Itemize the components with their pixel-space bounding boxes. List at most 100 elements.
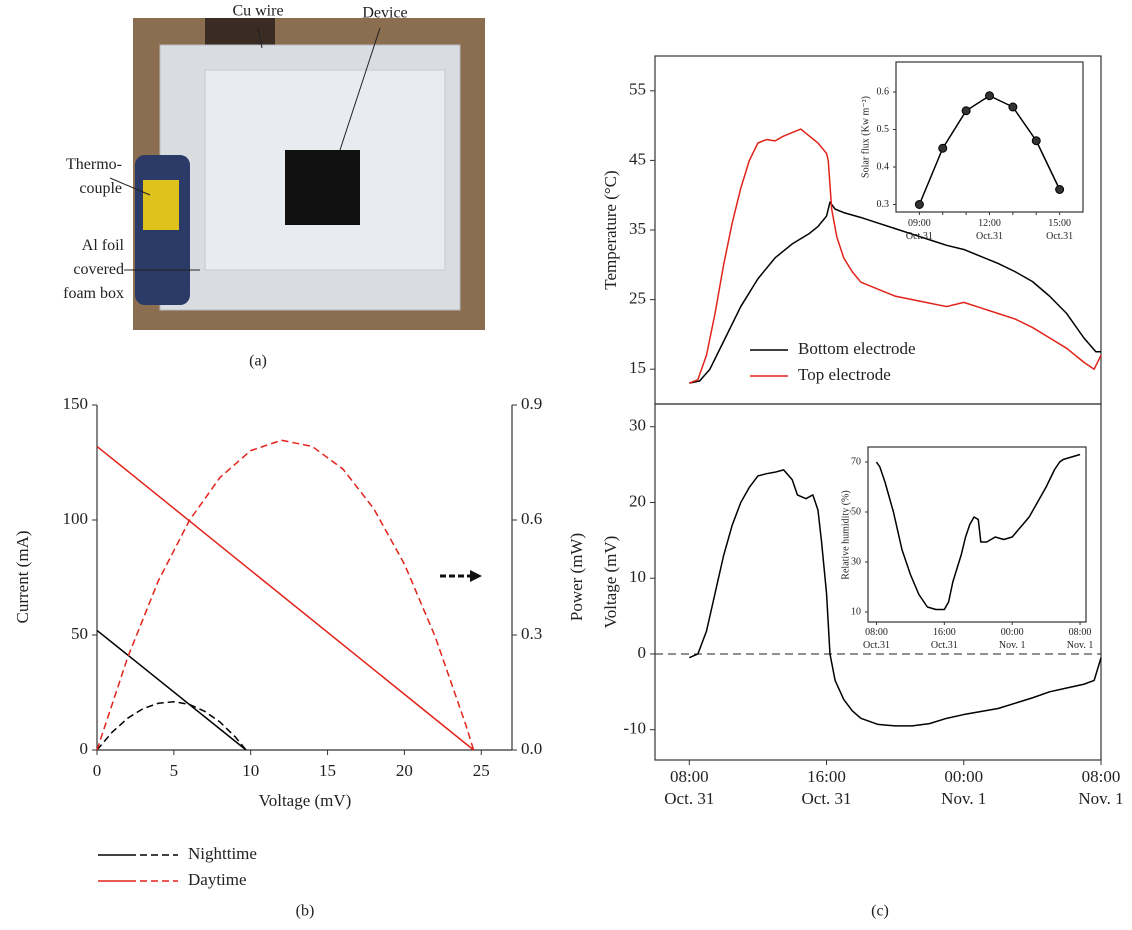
- y-tick-label: 50: [851, 506, 861, 517]
- inset-background: [868, 447, 1086, 622]
- x-tick-label-line: 15:00: [1048, 218, 1071, 229]
- label: Thermo-couple: [66, 156, 122, 197]
- y-tick-label: 10: [629, 567, 646, 586]
- x-tick-label: 08:00 Oct. 31: [664, 767, 714, 808]
- x-tick-label: 16:00 Oct.31: [931, 627, 958, 651]
- x-tick-label: 08:00 Nov. 1: [1067, 627, 1094, 651]
- y-tick-label: 0.3: [877, 199, 890, 210]
- y-tick-label: 0.5: [877, 124, 890, 135]
- marker: [1008, 102, 1018, 112]
- series-line: [96, 700, 247, 751]
- caption: (b): [296, 903, 315, 920]
- series-line: [96, 439, 475, 751]
- label-line: covered: [73, 261, 124, 278]
- x-tick-label-line: 00:00: [1001, 627, 1024, 638]
- series-line: [689, 201, 1101, 384]
- x-tick-label: 12:00 Oct.31: [976, 218, 1003, 242]
- y-tick-label: 50: [71, 624, 88, 643]
- label: Cu wire: [232, 3, 283, 20]
- label-line: Thermo-: [66, 156, 122, 173]
- chart: 15 25 35 45 55 Temperature (°C) Bottom electro…: [601, 55, 1102, 405]
- x-tick-label: 16:00 Oct. 31: [802, 767, 852, 808]
- y-tick-label: 0.3: [521, 624, 542, 643]
- y-tick-label: 0.9: [521, 394, 542, 413]
- device: [285, 150, 360, 225]
- x-axis-label: Voltage (mV): [259, 791, 352, 810]
- label-line: Al foil: [82, 237, 125, 254]
- legend-label: Top electrode: [798, 365, 891, 384]
- y-tick-label: 70: [851, 456, 861, 467]
- x-tick-label-line: Nov. 1: [1067, 640, 1094, 651]
- y-tick-label: 0.6: [521, 509, 542, 528]
- legend-label: Nighttime: [188, 844, 257, 863]
- x-tick-label-line: 00:00: [944, 767, 983, 786]
- y-tick-label: 30: [851, 556, 861, 567]
- leader: [257, 27, 263, 49]
- y-axis-label: Solar flux (Kw m⁻²): [860, 96, 871, 178]
- plot-frame: [654, 403, 1102, 761]
- x-tick-label-line: Oct.31: [976, 231, 1003, 242]
- marker: [914, 200, 924, 209]
- x-tick-label-line: 08:00: [1069, 627, 1092, 638]
- chart: -10 0 10 20 30 08:00 Oct. 31 16:00 Oct. 31 00:00 N…: [601, 403, 1124, 920]
- x-tick-label-line: 08:00: [1082, 767, 1121, 786]
- caption: (a): [249, 353, 267, 370]
- y-tick-label: -10: [623, 719, 646, 738]
- y-axis-label: Current (mA): [13, 530, 32, 623]
- x-tick-label: 00:00 Nov. 1: [941, 767, 986, 808]
- meter-jacks: [143, 180, 179, 230]
- x-tick-label: 09:00 Oct.31: [906, 218, 933, 242]
- inset-background: [896, 62, 1083, 212]
- chart: 10 30 50 70 08:00 Oct.31 16:00 Oct.31 00:00 Nov. …: [840, 446, 1094, 651]
- label: Al foil covered foam box: [63, 237, 124, 302]
- x-tick-label-line: Oct.31: [906, 231, 933, 242]
- y2-axis-label: Power (mW): [567, 533, 586, 621]
- leader: [339, 27, 381, 151]
- legend-label: Bottom electrode: [798, 339, 916, 358]
- x-tick-label: 08:00 Nov. 1: [1078, 767, 1123, 808]
- label-line: couple: [79, 180, 122, 197]
- y-tick-label: 0.6: [877, 86, 890, 97]
- x-tick-label: 20: [396, 761, 413, 780]
- y-axis-label: Temperature (°C): [601, 170, 620, 289]
- y-tick-label: 0: [638, 643, 647, 662]
- x-tick-label-line: 08:00: [865, 627, 888, 638]
- x-tick-label-line: Nov. 1: [941, 789, 986, 808]
- x-tick-label-line: Oct. 31: [664, 789, 714, 808]
- label-line: foam box: [63, 285, 124, 302]
- arrow: [440, 570, 482, 582]
- y-tick-label: 25: [629, 289, 646, 308]
- series-line: [689, 469, 1102, 727]
- y-tick-label: 150: [63, 394, 89, 413]
- series-line: [689, 128, 1102, 384]
- x-tick-label-line: Nov. 1: [1078, 789, 1123, 808]
- caption: (c): [871, 903, 889, 920]
- x-tick-label: 0: [93, 761, 102, 780]
- x-tick-label: 15: [319, 761, 336, 780]
- series-line: [875, 453, 1081, 611]
- y-tick-label: 0: [80, 739, 89, 758]
- x-tick-label: 08:00 Oct.31: [863, 627, 890, 651]
- x-tick-label: 15:00 Oct.31: [1046, 218, 1073, 242]
- x-tick-label-line: 09:00: [908, 218, 931, 229]
- chart: 0.3 0.4 0.5 0.6 09:00 Oct.31 12:00 Oct.31 15:00 O…: [860, 61, 1084, 242]
- x-tick-label-line: Oct.31: [931, 640, 958, 651]
- marker: [1055, 185, 1065, 194]
- x-tick-label-line: 12:00: [978, 218, 1001, 229]
- photo: Cu wire Device Thermo-couple Al foil cove…: [63, 3, 485, 370]
- leader: [109, 177, 151, 196]
- x-tick-label: 10: [242, 761, 259, 780]
- marker: [938, 143, 948, 153]
- x-tick-label-line: Nov. 1: [999, 640, 1026, 651]
- y-tick-label: 45: [629, 149, 646, 168]
- x-tick-label-line: 16:00: [807, 767, 846, 786]
- y-tick-label: 20: [629, 491, 646, 510]
- series-line: [96, 445, 475, 751]
- label: Device: [362, 5, 407, 22]
- x-tick-label: 00:00 Nov. 1: [999, 627, 1026, 651]
- marker: [961, 106, 971, 116]
- y-tick-label: 100: [63, 509, 89, 528]
- y-tick-label: 0.4: [877, 161, 890, 172]
- y-tick-label: 10: [851, 606, 861, 617]
